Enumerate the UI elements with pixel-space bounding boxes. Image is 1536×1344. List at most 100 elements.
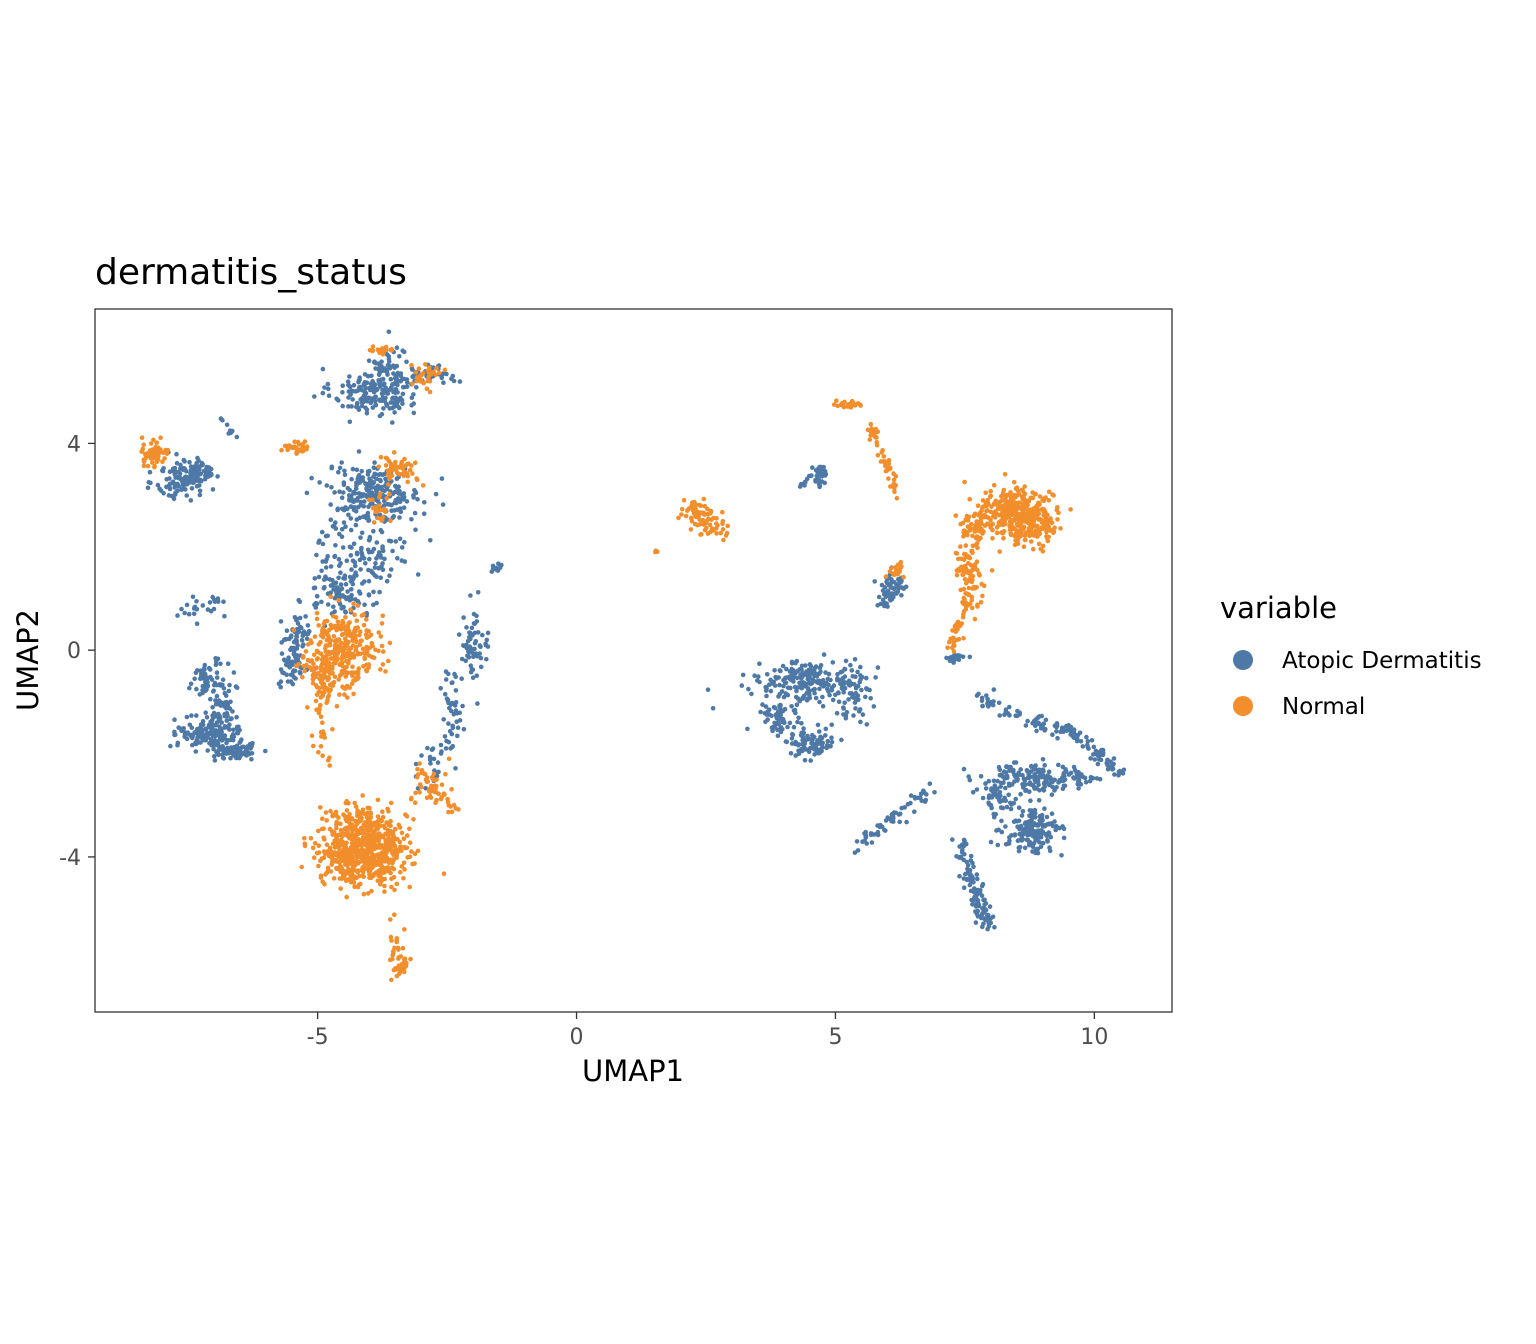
data-point — [835, 672, 840, 677]
data-point — [398, 509, 404, 515]
data-point — [231, 670, 237, 675]
data-point — [803, 681, 809, 687]
data-point — [894, 496, 900, 501]
data-point — [325, 865, 331, 871]
data-point — [957, 844, 962, 849]
data-point — [192, 676, 197, 682]
data-point — [327, 826, 333, 832]
data-point — [477, 651, 483, 656]
data-point — [1073, 732, 1079, 738]
data-point — [1025, 718, 1030, 724]
data-point — [384, 367, 390, 373]
data-point — [997, 713, 1002, 718]
data-point — [766, 707, 772, 712]
data-point — [829, 688, 835, 693]
data-point — [1028, 798, 1033, 803]
data-point — [194, 483, 200, 489]
data-point — [346, 382, 351, 388]
data-point — [354, 618, 360, 623]
data-point — [1077, 781, 1083, 786]
data-point — [298, 670, 303, 676]
data-point — [473, 639, 479, 644]
data-point — [212, 754, 217, 759]
data-point — [327, 689, 332, 694]
data-point — [285, 679, 291, 684]
data-point — [393, 466, 399, 471]
data-point — [393, 387, 399, 392]
data-point — [793, 739, 798, 745]
data-point — [971, 864, 976, 869]
data-point — [893, 590, 898, 596]
data-point — [349, 388, 355, 394]
data-point — [381, 823, 387, 829]
data-point — [1022, 514, 1027, 519]
data-point — [388, 828, 393, 834]
data-point — [1033, 775, 1039, 780]
data-point — [244, 753, 249, 758]
data-point — [319, 529, 325, 535]
data-point — [1043, 717, 1049, 723]
data-point — [966, 585, 972, 591]
data-point — [371, 520, 377, 525]
data-point — [226, 688, 232, 694]
data-point — [378, 575, 384, 580]
data-point — [888, 484, 893, 489]
data-point — [780, 716, 786, 722]
data-point — [475, 701, 480, 706]
data-point — [384, 578, 390, 584]
data-point — [384, 820, 389, 825]
data-point — [440, 502, 446, 507]
data-point — [213, 738, 218, 744]
data-point — [395, 945, 401, 951]
data-point — [958, 521, 963, 527]
data-point — [400, 945, 406, 951]
data-point — [215, 599, 221, 604]
data-point — [1095, 750, 1101, 755]
data-point — [380, 382, 386, 388]
data-point — [882, 461, 888, 466]
data-point — [407, 826, 412, 832]
data-point — [314, 593, 320, 599]
data-point — [410, 367, 415, 372]
data-point — [314, 648, 320, 654]
data-point — [698, 503, 704, 509]
data-point — [1000, 497, 1005, 503]
data-point — [210, 594, 215, 600]
data-point — [327, 577, 333, 582]
data-point — [868, 421, 874, 427]
data-point — [353, 868, 358, 873]
data-point — [396, 963, 402, 969]
data-point — [188, 464, 194, 469]
data-point — [178, 462, 183, 468]
data-point — [386, 363, 392, 369]
data-point — [366, 593, 372, 598]
data-point — [353, 522, 359, 528]
data-point — [194, 731, 200, 736]
data-point — [337, 876, 343, 881]
data-point — [375, 797, 381, 803]
data-point — [849, 681, 855, 687]
data-point — [676, 515, 681, 521]
data-point — [389, 508, 394, 513]
data-point — [342, 576, 348, 581]
data-point — [399, 864, 405, 869]
data-point — [318, 805, 323, 810]
data-point — [149, 452, 154, 458]
data-point — [409, 795, 414, 801]
data-point — [831, 683, 837, 688]
data-point — [282, 658, 288, 663]
data-point — [209, 677, 215, 682]
data-point — [214, 675, 220, 680]
data-point — [181, 485, 186, 491]
data-point — [189, 713, 194, 718]
data-point — [838, 670, 844, 675]
data-point — [322, 673, 327, 679]
data-point — [1024, 824, 1030, 830]
data-point — [413, 527, 418, 533]
data-point — [991, 778, 997, 784]
data-point — [1096, 757, 1102, 762]
data-point — [888, 598, 893, 603]
data-point — [214, 670, 220, 675]
data-point — [358, 881, 363, 887]
